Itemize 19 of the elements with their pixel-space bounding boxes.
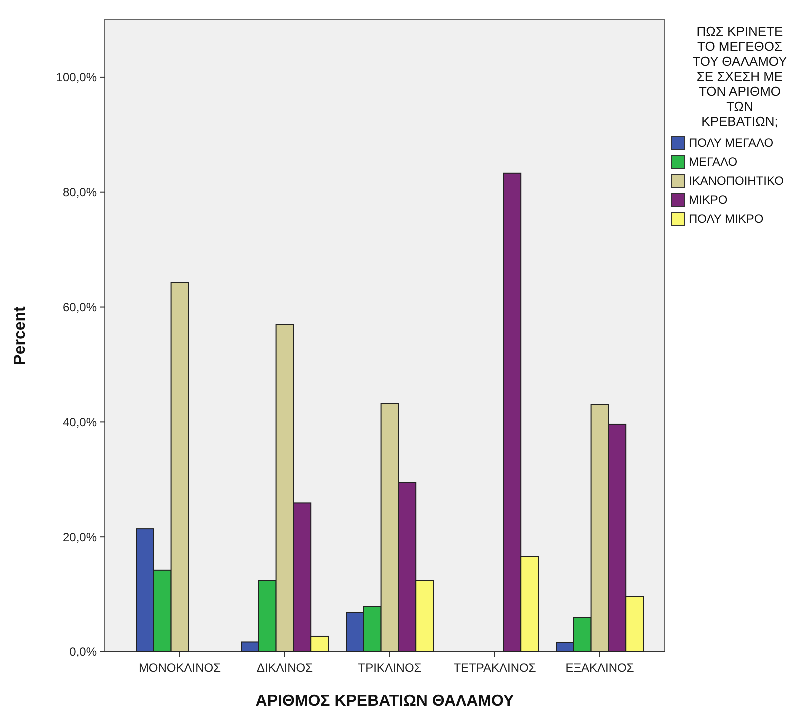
legend-label: ΜΙΚΡΟ [689,193,728,207]
y-tick-label: 80,0% [62,186,98,200]
y-tick-label: 100,0% [56,70,98,85]
legend-label: ΠΟΛΥ ΜΕΓΑΛΟ [689,136,774,150]
x-tick-label: ΜΟΝΟΚΛΙΝΟΣ [138,661,222,675]
y-tick-label: 60,0% [62,300,98,314]
x-tick-label: ΤΡΙΚΛΙΝΟΣ [358,661,422,675]
legend-label: ΜΕΓΑΛΟ [689,155,738,169]
x-axis-title: ΑΡΙΘΜΟΣ ΚΡΕΒΑΤΙΩΝ ΘΑΛΑΜΟΥ [256,693,515,710]
x-tick-label: ΔΙΚΛΙΝΟΣ [256,661,314,675]
y-tick-label: 40,0% [62,415,98,430]
legend-label: ΙΚΑΝΟΠΟΙΗΤΙΚΟ [689,174,784,188]
x-tick-label: ΤΕΤΡΑΚΛΙΝΟΣ [454,661,536,675]
legend-label: ΠΟΛΥ ΜΙΚΡΟ [689,212,764,226]
y-tick-label: 0,0% [70,645,98,660]
legend-title: ΠΩΣ ΚΡΙΝΕΤΕ ΤΟ ΜΕΓΕΘΟΣ ΤΟΥ ΘΑΛΑΜΟΥ ΣΕ ΣΧΕΣΗ ΜΕ ΤΟΝ ΑΡΙΘΜΟ ΤΩΝ ΚΡΕΒΑΤΙΩΝ; [692,24,788,129]
y-axis-title: Percent [12,306,29,366]
y-tick-label: 20,0% [62,530,98,544]
x-tick-label: ΕΞΑΚΛΙΝΟΣ [566,661,634,675]
